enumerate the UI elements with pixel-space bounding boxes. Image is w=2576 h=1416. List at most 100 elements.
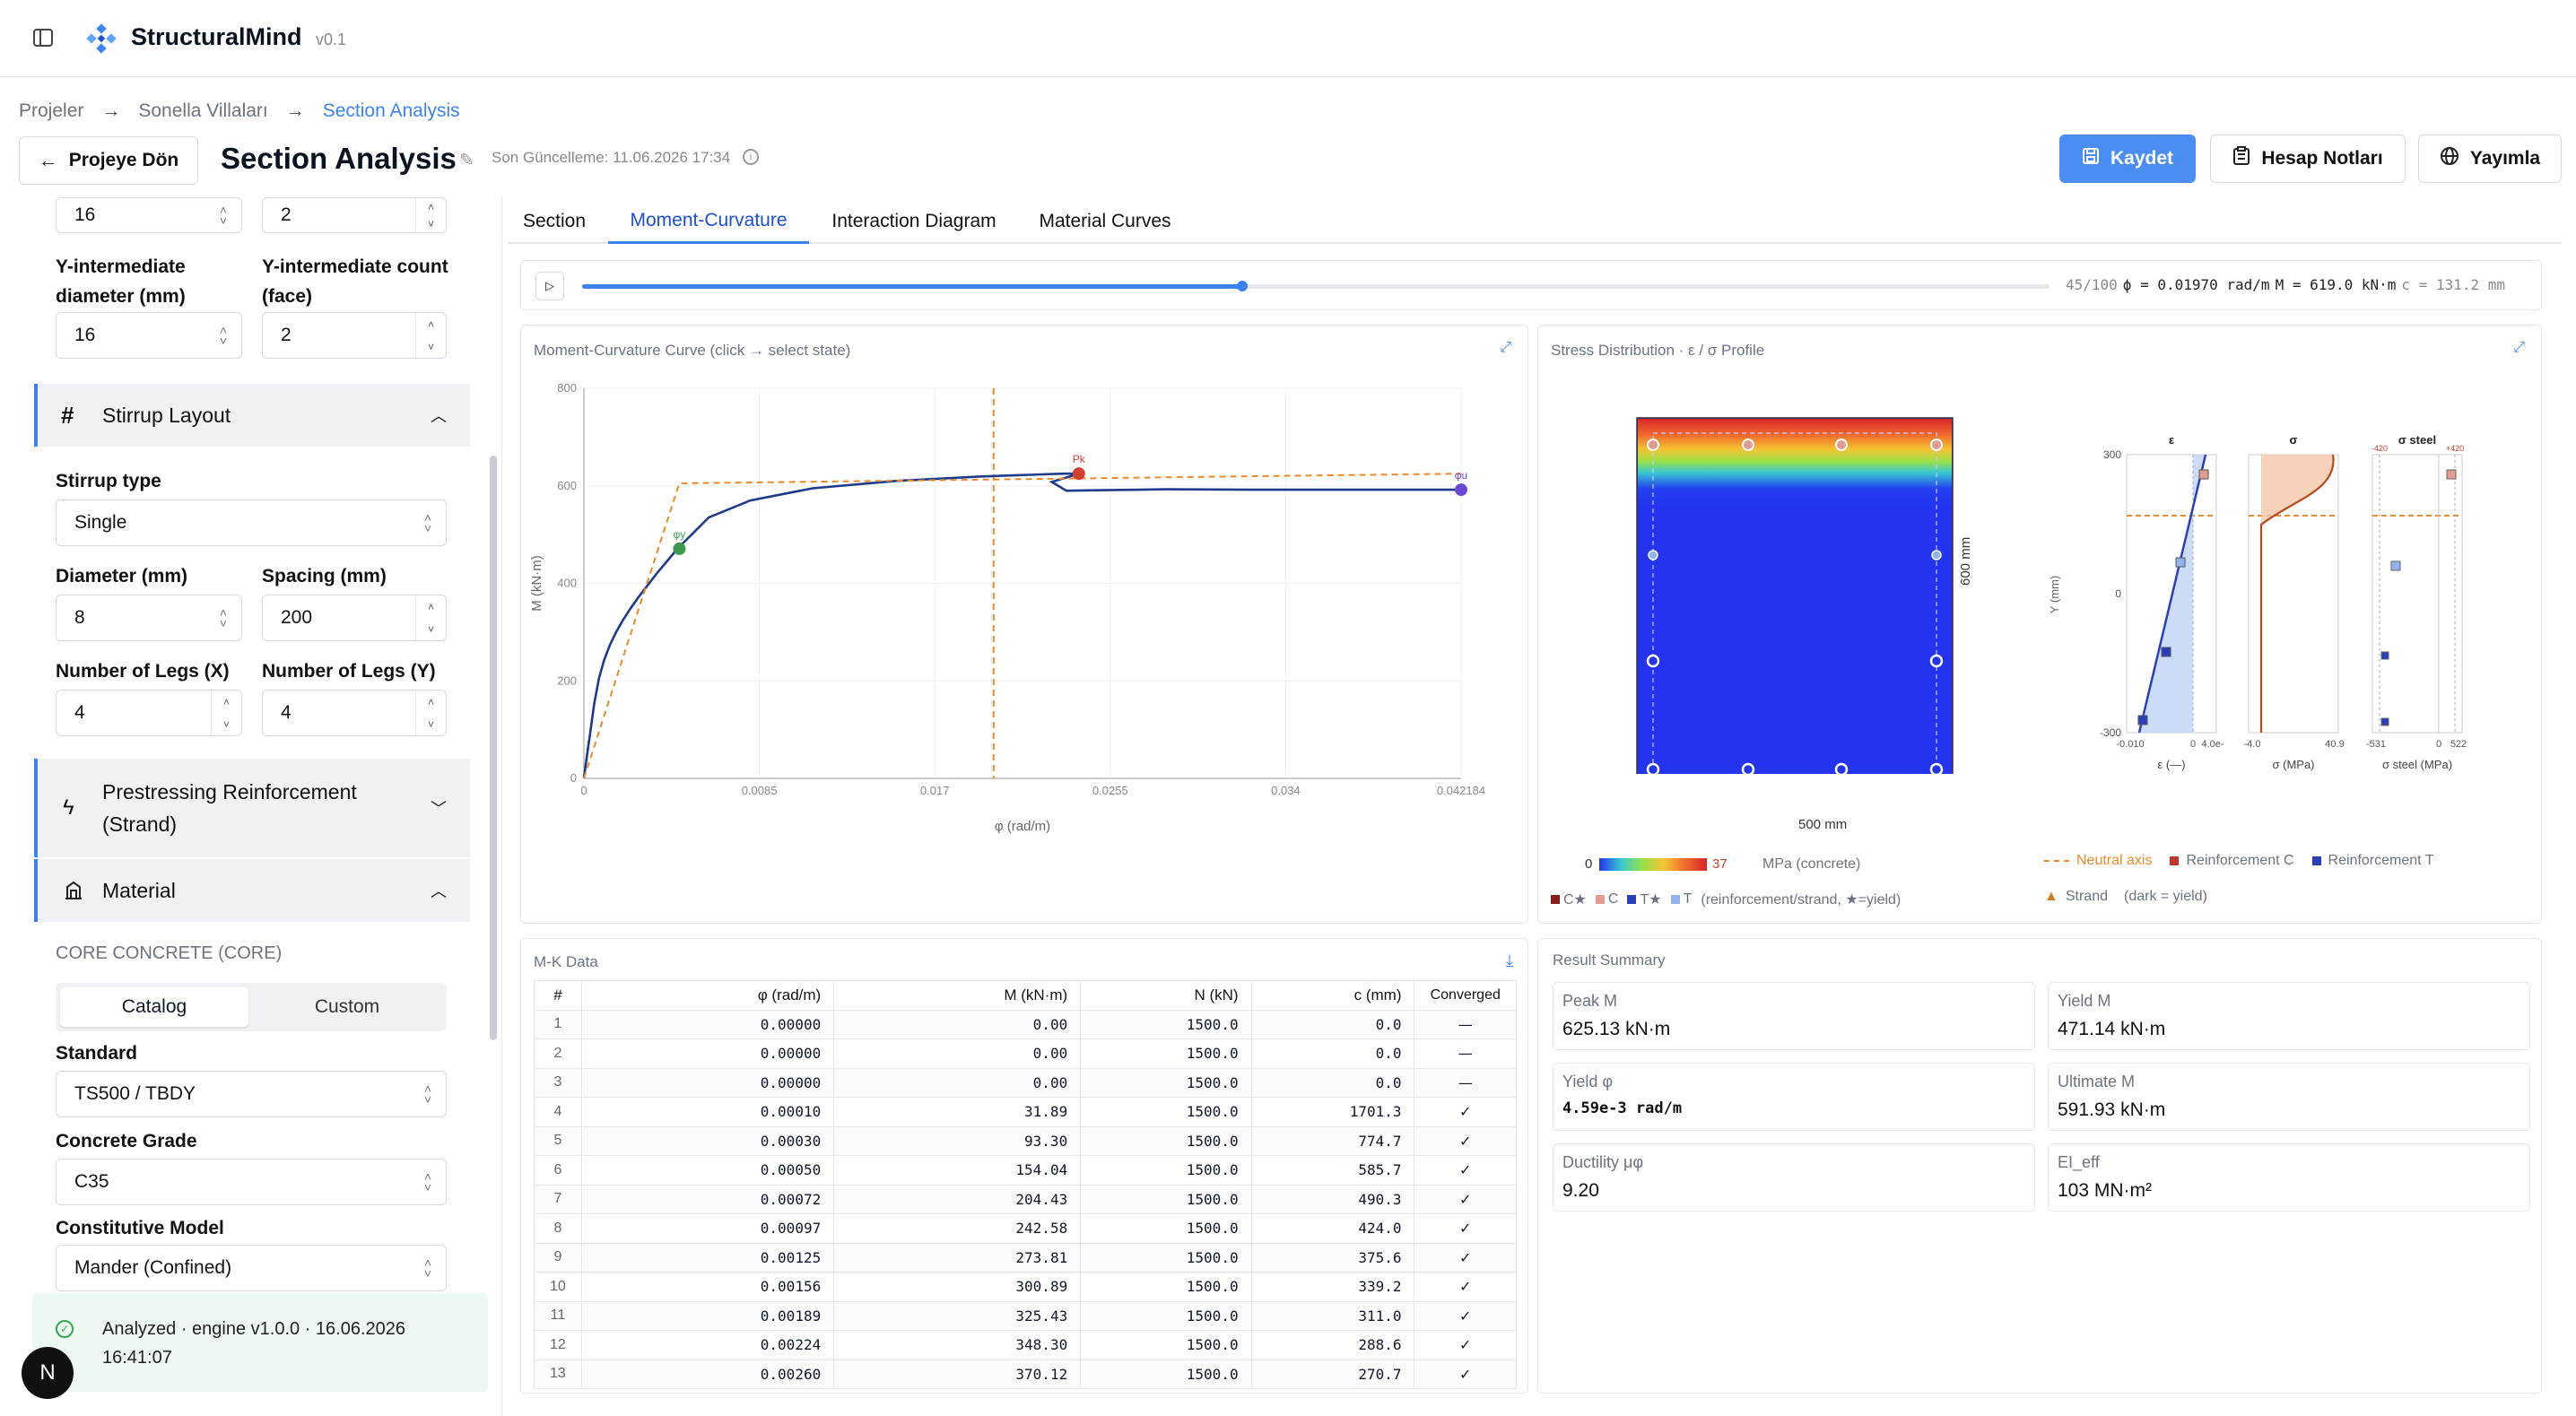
custom-tab[interactable]: Custom: [314, 996, 380, 1017]
mc-chart[interactable]: 0 0.0085 0.017 0.0255 0.034 0.042184 0 200 400 60…: [521, 361, 1529, 917]
stirrup-diameter-select[interactable]: 8 ˄ ˅: [56, 595, 242, 641]
number-stepper[interactable]: ˄ ˅: [415, 595, 446, 640]
table-header[interactable]: N (kN): [1080, 980, 1252, 1011]
legend-dark-yield: (dark = yield): [2123, 889, 2207, 904]
stirrup-diameter-value: 8: [74, 607, 85, 628]
x-tick-label: 0.042184: [1437, 784, 1485, 797]
status-text: Analyzed · engine v1.0.0 · 16.06.2026 16…: [102, 1319, 406, 1368]
strain-bar-marker: [2137, 715, 2148, 725]
page-title: Section Analysis: [221, 142, 457, 175]
save-button[interactable]: Kaydet: [2059, 135, 2196, 183]
stirrup-section-header[interactable]: # Stirrup Layout ︿: [34, 384, 470, 447]
legs-x-input[interactable]: 4 ˄ ˅: [56, 690, 242, 736]
stirrup-type-select[interactable]: Single ˄ ˅: [56, 500, 447, 546]
number-stepper[interactable]: ˄ ˅: [415, 691, 446, 735]
progress-track[interactable]: [582, 281, 2049, 291]
table-header[interactable]: Converged: [1414, 980, 1517, 1011]
number-stepper[interactable]: ˄ ˅: [415, 198, 446, 232]
breadcrumb-projects[interactable]: Projeler: [19, 100, 84, 121]
tab-interaction-diagram[interactable]: Interaction Diagram: [831, 211, 996, 231]
table-row[interactable]: 3 0.00000 0.00 1500.0 0.0—: [534, 1067, 1517, 1098]
table-row[interactable]: 2 0.00000 0.00 1500.0 0.0—: [534, 1038, 1517, 1069]
publish-button[interactable]: Yayımla: [2418, 135, 2562, 183]
avatar[interactable]: N: [22, 1347, 74, 1399]
y-int-count-label: Y-intermediate count (face): [262, 256, 448, 307]
moment-readout: M = 619.0 kN·m: [2275, 276, 2397, 293]
info-icon[interactable]: i: [743, 149, 759, 165]
card-value: 4.59e-3 rad/m: [1562, 1099, 1683, 1117]
download-icon[interactable]: ⤓: [1506, 951, 1513, 969]
table-row[interactable]: 5 0.00030 93.30 1500.0 774.7 ✓: [534, 1125, 1517, 1156]
card-key: Yield M: [2058, 992, 2111, 1010]
expand-icon[interactable]: ⤢: [2513, 340, 2525, 355]
state-readout: 45/100 ϕ = 0.01970 rad/m M = 619.0 kN·m …: [2066, 276, 2505, 293]
table-cell: ✓: [1414, 1300, 1517, 1331]
table-header[interactable]: φ (rad/m): [580, 980, 835, 1011]
table-header[interactable]: M (kN·m): [833, 980, 1082, 1011]
table-header[interactable]: c (mm): [1250, 980, 1415, 1011]
prestress-section-header[interactable]: ϟ Prestressing Reinforcement (Strand) ﹀: [34, 759, 470, 857]
table-cell: 774.7: [1250, 1125, 1415, 1156]
table-cell: 0.00000: [580, 1009, 835, 1039]
table-header[interactable]: #: [534, 980, 582, 1011]
table-cell: 31.89: [833, 1097, 1082, 1127]
material-section-header[interactable]: Material ︿: [34, 859, 470, 922]
table-row[interactable]: 8 0.00097 242.58 1500.0 424.0 ✓: [534, 1213, 1517, 1244]
progress-thumb[interactable]: [1237, 281, 1249, 291]
number-stepper[interactable]: ˄ ˅: [415, 313, 446, 358]
y-int-count-input[interactable]: 2 ˄ ˅: [262, 312, 447, 359]
model-select[interactable]: Mander (Confined) ˄ ˅: [56, 1245, 447, 1291]
standard-select[interactable]: TS500 / TBDY ˄ ˅: [56, 1071, 447, 1117]
legs-x-value: 4: [74, 702, 85, 723]
profile-tick: 40.9: [2325, 739, 2344, 750]
y-tick-label: 200: [557, 673, 577, 687]
number-stepper[interactable]: ˄ ˅: [211, 691, 241, 735]
sidebar-scrollbar[interactable]: [490, 456, 497, 1040]
back-to-project-button[interactable]: ← Projeye Dön: [19, 136, 198, 185]
card-value: 471.14 kN·m: [2058, 1019, 2166, 1039]
expand-icon[interactable]: ⤢: [1500, 340, 1511, 355]
y-axis-label: Y (mm): [2048, 576, 2061, 613]
breadcrumb-project[interactable]: Sonella Villaları: [138, 100, 268, 121]
chevron-updown-icon: ˄ ˅: [423, 1169, 431, 1194]
calc-notes-button[interactable]: Hesap Notları: [2210, 135, 2406, 183]
table-row[interactable]: 4 0.00010 31.89 1500.0 1701.3 ✓: [534, 1097, 1517, 1127]
table-row[interactable]: 12 0.00224 348.30 1500.0 288.6 ✓: [534, 1330, 1517, 1360]
mk-data-panel: M-K Data ⤓ # φ (rad/m) M (kN·m) N (kN) c (mm…: [520, 938, 1528, 1394]
grade-select[interactable]: C35 ˄ ˅: [56, 1159, 447, 1205]
top-diameter-select[interactable]: 16 ˄ ˅: [56, 197, 242, 233]
tab-material-curves[interactable]: Material Curves: [1039, 211, 1171, 231]
phi-readout: ϕ = 0.01970 rad/m: [2122, 276, 2270, 293]
top-count-input[interactable]: 2 ˄ ˅: [262, 197, 447, 233]
table-row[interactable]: 1 0.00000 0.00 1500.0 0.0—: [534, 1009, 1517, 1039]
table-row[interactable]: 9 0.00125 273.81 1500.0 375.6 ✓: [534, 1242, 1517, 1273]
top-count-value: 2: [281, 204, 292, 225]
chevron-updown-icon: ˄ ˅: [219, 203, 227, 228]
catalog-tab[interactable]: Catalog: [60, 987, 248, 1027]
play-button[interactable]: ▷: [535, 272, 564, 300]
legs-y-input[interactable]: 4 ˄ ˅: [262, 690, 447, 736]
table-cell: 311.0: [1250, 1300, 1415, 1331]
tab-moment-curvature[interactable]: Moment-Curvature: [608, 199, 809, 244]
table-cell: 0.0: [1250, 1009, 1415, 1039]
steel-stress-marker: [2380, 651, 2389, 660]
app-version: v0.1: [316, 30, 347, 48]
edit-title-icon[interactable]: ✎: [459, 151, 474, 170]
step-counter: 45/100: [2066, 276, 2118, 293]
table-row[interactable]: 7 0.00072 204.43 1500.0 490.3 ✓: [534, 1184, 1517, 1214]
card-key: Peak M: [1562, 992, 1618, 1010]
table-cell: 0.00030: [580, 1125, 835, 1156]
table-row[interactable]: 6 0.00050 154.04 1500.0 585.7 ✓: [534, 1155, 1517, 1186]
tab-section[interactable]: Section: [522, 211, 587, 231]
y-int-diameter-select[interactable]: 16 ˄ ˅: [56, 312, 242, 359]
table-row[interactable]: 13 0.00260 370.12 1500.0 270.7 ✓: [534, 1359, 1517, 1389]
table-cell: 9: [534, 1242, 582, 1273]
table-cell: 0.00072: [580, 1184, 835, 1214]
spacing-input[interactable]: 200 ˄ ˅: [262, 595, 447, 641]
material-section-title: Material: [102, 878, 176, 902]
table-cell: 0.00189: [580, 1300, 835, 1331]
table-cell: 0.00125: [580, 1242, 835, 1273]
sidebar-toggle-icon[interactable]: [32, 27, 54, 48]
table-row[interactable]: 10 0.00156 300.89 1500.0 339.2 ✓: [534, 1272, 1517, 1302]
table-row[interactable]: 11 0.00189 325.43 1500.0 311.0 ✓: [534, 1300, 1517, 1331]
